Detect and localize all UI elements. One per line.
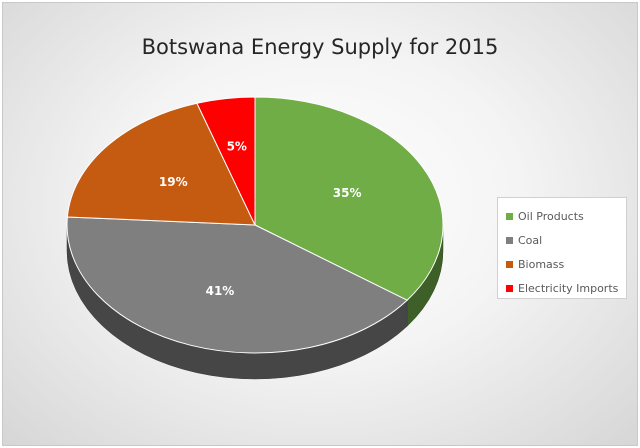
data-label-coal: 41%	[206, 284, 235, 298]
legend-label-oil-products: Oil Products	[518, 209, 584, 223]
legend-item-coal: Coal	[506, 228, 626, 252]
data-label-biomass: 19%	[159, 175, 188, 189]
legend-item-electricity-imports: Electricity Imports	[506, 276, 626, 300]
data-label-electricity-imports: 5%	[227, 140, 247, 154]
pie-slices	[66, 96, 444, 354]
chart-title: Botswana Energy Supply for 2015	[141, 35, 499, 59]
legend-item-oil-products: Oil Products	[506, 204, 626, 228]
pie-data-labels: 35% 41% 19% 5%	[159, 140, 362, 299]
legend-label-coal: Coal	[518, 233, 543, 247]
pie-slice-oil-products	[254, 96, 444, 301]
legend-swatch-biomass	[506, 260, 513, 268]
legend-swatch-coal	[506, 236, 513, 244]
pie-chart: 35% 41% 19% 5%	[66, 96, 444, 380]
legend-label-electricity-imports: Electricity Imports	[518, 281, 619, 295]
legend-item-biomass: Biomass	[506, 252, 626, 276]
legend-swatch-oil-products	[506, 212, 513, 220]
legend-swatch-electricity-imports	[506, 284, 513, 292]
legend: Oil Products Coal Biomass Electricity Im…	[497, 197, 627, 299]
legend-label-biomass: Biomass	[518, 257, 565, 271]
pie-slice-coal	[66, 216, 408, 354]
pie-slice-biomass	[66, 102, 256, 226]
data-label-oil-products: 35%	[333, 186, 362, 200]
pie-slice-electricity-imports	[196, 96, 256, 226]
